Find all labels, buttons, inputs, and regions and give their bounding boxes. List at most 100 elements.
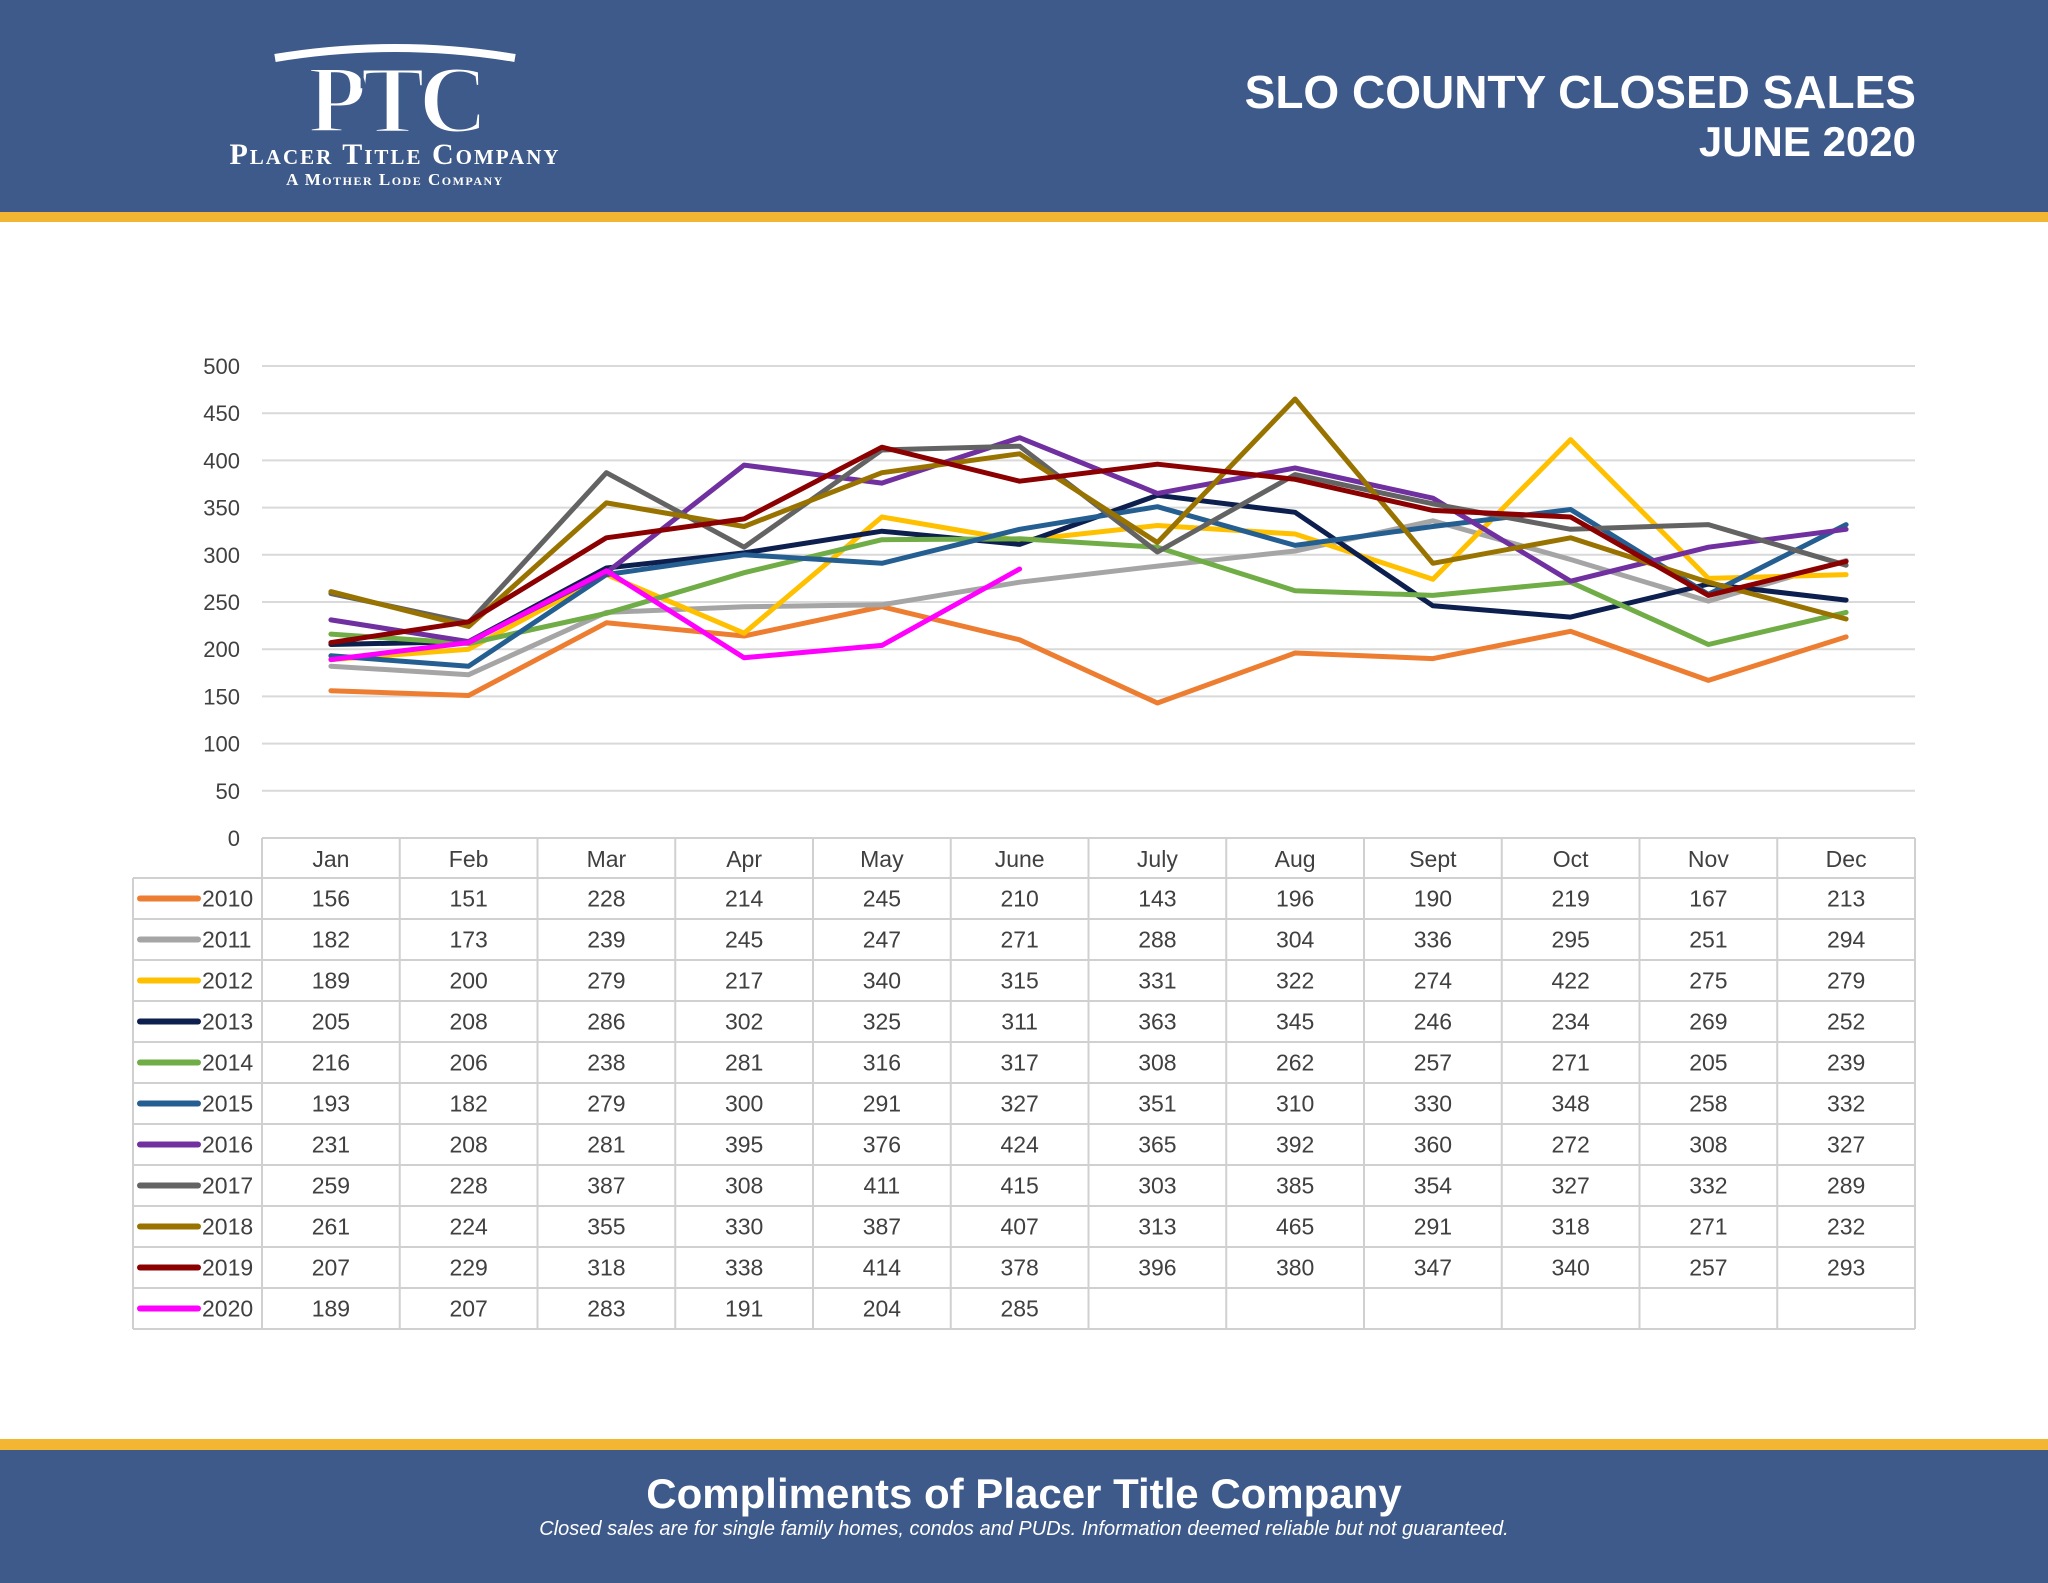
- data-value-2010-Jan: 156: [312, 886, 350, 912]
- data-value-2011-Oct: 295: [1551, 927, 1589, 953]
- series-line-2015: [328, 504, 1849, 669]
- x-category-label-Oct: Oct: [1553, 846, 1589, 872]
- series-line-2014: [328, 536, 1849, 647]
- data-value-2013-June: 311: [1001, 1009, 1038, 1035]
- data-value-2012-Apr: 217: [725, 968, 763, 994]
- footer-disclaimer: Closed sales are for single family homes…: [539, 1518, 1509, 1540]
- data-value-2018-Oct: 318: [1551, 1214, 1589, 1240]
- data-value-2010-Oct: 219: [1551, 886, 1589, 912]
- data-value-2017-May: 411: [864, 1173, 901, 1199]
- data-value-2011-Nov: 251: [1689, 927, 1727, 953]
- data-value-2019-Dec: 293: [1827, 1255, 1865, 1281]
- data-value-2011-Feb: 173: [449, 927, 487, 953]
- legend-label-2016: 2016: [202, 1132, 253, 1158]
- footer-accent-stripe: [0, 1439, 2048, 1450]
- data-value-2013-Sept: 246: [1414, 1009, 1452, 1035]
- x-category-label-Aug: Aug: [1275, 846, 1316, 872]
- data-value-2016-Apr: 395: [725, 1132, 763, 1158]
- data-value-2015-Nov: 258: [1689, 1091, 1727, 1117]
- legend-label-2020: 2020: [202, 1296, 253, 1322]
- data-value-2018-Apr: 330: [725, 1214, 763, 1240]
- closed-sales-line-chart: 0 50 100 150 200 250 300 350 400 450 500 Jan Feb Mar…: [132, 354, 1916, 1330]
- data-value-2011-Sept: 336: [1414, 927, 1452, 953]
- data-value-2012-Sept: 274: [1414, 968, 1453, 994]
- y-tick-label-450: 450: [203, 401, 240, 426]
- data-value-2015-Mar: 279: [587, 1091, 625, 1117]
- header-band: PTC Placer Title Company A Mother Lode C…: [0, 0, 2048, 212]
- x-category-label-Jan: Jan: [312, 846, 349, 872]
- data-value-2017-Aug: 385: [1276, 1173, 1314, 1199]
- legend-label-2017: 2017: [202, 1173, 253, 1199]
- footer-title: Compliments of Placer Title Company: [646, 1470, 1402, 1517]
- y-tick-label-500: 500: [203, 354, 240, 379]
- data-value-2014-May: 316: [863, 1050, 901, 1076]
- data-value-2019-Jan: 207: [312, 1255, 350, 1281]
- data-value-2017-Oct: 327: [1551, 1173, 1589, 1199]
- chart-gridlines: [262, 365, 1915, 792]
- legend-label-2012: 2012: [202, 968, 253, 994]
- data-value-2012-Feb: 200: [449, 968, 487, 994]
- data-value-2017-Feb: 228: [449, 1173, 487, 1199]
- data-value-2020-Mar: 283: [587, 1296, 625, 1322]
- data-value-2018-Jan: 261: [312, 1214, 350, 1240]
- data-value-2013-Apr: 302: [725, 1009, 763, 1035]
- data-value-2018-Aug: 465: [1276, 1214, 1314, 1240]
- data-value-2020-Jan: 189: [312, 1296, 350, 1322]
- data-value-2013-Oct: 234: [1551, 1009, 1590, 1035]
- legend-label-2010: 2010: [202, 886, 253, 912]
- data-value-2018-Nov: 271: [1689, 1214, 1727, 1240]
- data-value-2017-Sept: 354: [1414, 1173, 1453, 1199]
- x-category-label-Mar: Mar: [587, 846, 627, 872]
- data-value-2013-Dec: 252: [1827, 1009, 1865, 1035]
- header-accent-stripe: [0, 212, 2048, 222]
- legend-label-2011: 2011: [202, 927, 251, 953]
- data-value-2014-Jan: 216: [312, 1050, 350, 1076]
- data-value-2019-Oct: 340: [1551, 1255, 1589, 1281]
- data-value-2015-Dec: 332: [1827, 1091, 1865, 1117]
- report-title: SLO COUNTY CLOSED SALES JUNE 2020: [1245, 66, 1916, 166]
- report-title-line2: JUNE 2020: [1698, 118, 1916, 165]
- data-value-2013-Nov: 269: [1689, 1009, 1727, 1035]
- data-value-2019-Feb: 229: [449, 1255, 487, 1281]
- data-value-2017-July: 303: [1138, 1173, 1176, 1199]
- y-axis-ticks: 0 50 100 150 200 250 300 350 400 450 500: [203, 354, 240, 851]
- data-value-2014-Nov: 205: [1689, 1050, 1727, 1076]
- data-value-2014-Apr: 281: [725, 1050, 763, 1076]
- series-line-2018: [328, 396, 1849, 629]
- y-tick-label-250: 250: [203, 590, 240, 615]
- data-value-2010-Feb: 151: [449, 886, 487, 912]
- y-tick-label-100: 100: [203, 732, 240, 757]
- data-value-2016-Aug: 392: [1276, 1132, 1314, 1158]
- x-category-label-Dec: Dec: [1826, 846, 1867, 872]
- data-value-2016-Oct: 272: [1551, 1132, 1589, 1158]
- data-value-2016-July: 365: [1138, 1132, 1176, 1158]
- data-value-2013-Jan: 205: [312, 1009, 350, 1035]
- series-line-2020: [328, 566, 1023, 663]
- data-value-2011-Jan: 182: [312, 927, 350, 953]
- data-value-2018-Feb: 224: [449, 1214, 488, 1240]
- data-value-2010-Aug: 196: [1276, 886, 1314, 912]
- data-value-2016-Dec: 327: [1827, 1132, 1865, 1158]
- data-value-2012-July: 331: [1138, 968, 1176, 994]
- legend-label-2019: 2019: [202, 1255, 253, 1281]
- y-tick-label-0: 0: [228, 826, 240, 851]
- data-value-2014-June: 317: [1000, 1050, 1038, 1076]
- y-tick-label-200: 200: [203, 637, 240, 662]
- data-value-2012-Aug: 322: [1276, 968, 1314, 994]
- x-category-label-Feb: Feb: [449, 846, 489, 872]
- data-value-2017-Nov: 332: [1689, 1173, 1727, 1199]
- data-value-2018-July: 313: [1138, 1214, 1176, 1240]
- data-value-2012-Dec: 279: [1827, 968, 1865, 994]
- data-value-2010-Nov: 167: [1689, 886, 1727, 912]
- data-value-2011-Mar: 239: [587, 927, 625, 953]
- data-value-2017-Jan: 259: [312, 1173, 350, 1199]
- data-value-2015-Apr: 300: [725, 1091, 763, 1117]
- data-value-2015-May: 291: [863, 1091, 901, 1117]
- ptc-logo-mark: PTC: [274, 44, 516, 155]
- data-value-2014-Oct: 271: [1551, 1050, 1589, 1076]
- data-value-2011-June: 271: [1000, 927, 1038, 953]
- data-value-2015-July: 351: [1138, 1091, 1176, 1117]
- data-value-2020-May: 204: [863, 1296, 902, 1322]
- logo-letters: PTC: [308, 46, 482, 140]
- series-line-2011: [328, 518, 1849, 678]
